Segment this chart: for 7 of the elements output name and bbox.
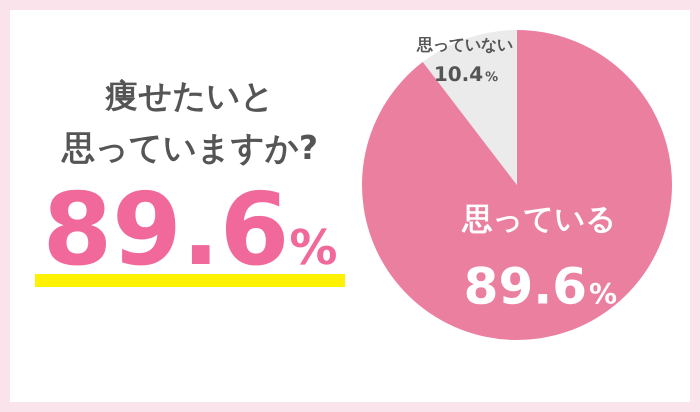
slice-label: 思っている xyxy=(461,202,616,237)
data-label: 89.6% xyxy=(464,258,618,316)
text: 89.6% xyxy=(42,171,338,290)
text: 痩せたいと xyxy=(104,75,276,117)
data-label: 10.4% xyxy=(434,62,498,86)
text: 思っていますか? xyxy=(62,128,318,167)
slice-label: 思っていない xyxy=(416,35,513,54)
